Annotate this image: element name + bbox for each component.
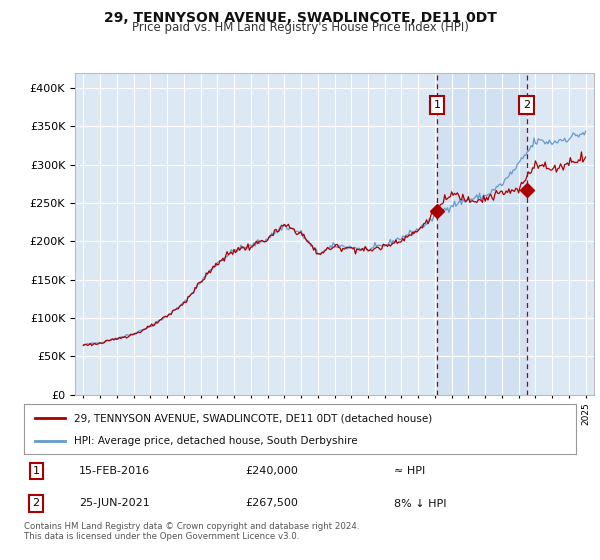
Text: 25-JUN-2021: 25-JUN-2021 bbox=[79, 498, 150, 508]
Text: 15-FEB-2016: 15-FEB-2016 bbox=[79, 466, 151, 476]
Text: 29, TENNYSON AVENUE, SWADLINCOTE, DE11 0DT: 29, TENNYSON AVENUE, SWADLINCOTE, DE11 0… bbox=[104, 11, 496, 25]
Text: Contains HM Land Registry data © Crown copyright and database right 2024.
This d: Contains HM Land Registry data © Crown c… bbox=[24, 522, 359, 542]
Text: 1: 1 bbox=[32, 466, 40, 476]
Text: 2: 2 bbox=[32, 498, 40, 508]
Text: 8% ↓ HPI: 8% ↓ HPI bbox=[394, 498, 446, 508]
Text: ≈ HPI: ≈ HPI bbox=[394, 466, 425, 476]
Text: £240,000: £240,000 bbox=[245, 466, 298, 476]
Text: 1: 1 bbox=[433, 100, 440, 110]
Text: HPI: Average price, detached house, South Derbyshire: HPI: Average price, detached house, Sout… bbox=[74, 436, 358, 446]
Text: Price paid vs. HM Land Registry's House Price Index (HPI): Price paid vs. HM Land Registry's House … bbox=[131, 21, 469, 34]
Text: 2: 2 bbox=[523, 100, 530, 110]
Bar bbox=[437, 73, 527, 395]
Text: £267,500: £267,500 bbox=[245, 498, 298, 508]
Text: 29, TENNYSON AVENUE, SWADLINCOTE, DE11 0DT (detached house): 29, TENNYSON AVENUE, SWADLINCOTE, DE11 0… bbox=[74, 413, 432, 423]
